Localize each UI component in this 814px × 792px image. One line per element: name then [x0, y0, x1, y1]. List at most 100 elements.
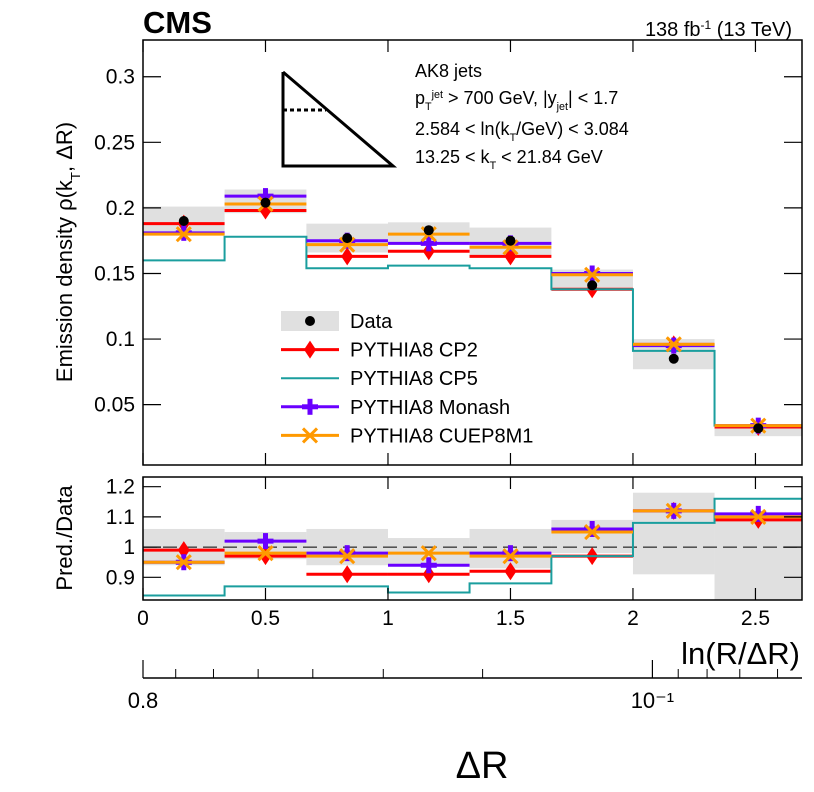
text-segment: T — [425, 101, 432, 113]
data-point — [306, 565, 388, 584]
data-point — [632, 502, 715, 519]
data-point — [469, 548, 552, 565]
marker — [753, 423, 764, 434]
legend-label: Data — [350, 311, 393, 333]
data-point — [753, 423, 764, 434]
rich-text: AK8 jets — [415, 61, 482, 81]
data-point — [587, 280, 598, 291]
y-tick-label: 0.25 — [94, 131, 135, 154]
rich-text: 138 fb-1 (13 TeV) — [645, 18, 792, 41]
marker — [420, 545, 437, 562]
text-segment: 13.25 < k — [415, 147, 491, 167]
x-tick-label: 0.5 — [251, 607, 280, 630]
text-segment: jet — [431, 89, 443, 101]
marker — [305, 316, 315, 326]
marker — [505, 235, 516, 246]
x-tick-label: 2.5 — [741, 607, 770, 630]
y-tick-label: 0.3 — [106, 66, 135, 89]
data-point — [260, 197, 271, 208]
marker — [178, 216, 189, 227]
data-point — [668, 353, 679, 364]
marker — [175, 226, 192, 243]
marker — [301, 427, 319, 444]
y-tick-label: 1.1 — [106, 506, 135, 529]
plot-area — [143, 188, 802, 437]
rich-text: Emission density ρ(kT, ΔR) — [52, 122, 83, 382]
marker — [502, 548, 519, 565]
triangle — [281, 70, 398, 168]
data-point — [469, 562, 552, 581]
marker — [342, 233, 353, 244]
marker — [341, 247, 354, 266]
x-tick-label: 1 — [382, 607, 394, 630]
x-axis-label: ln(R/ΔR) — [681, 636, 800, 671]
data-point — [224, 545, 307, 562]
text-segment: , ΔR) — [52, 122, 77, 172]
marker — [339, 236, 356, 253]
data-point — [306, 548, 388, 565]
marker — [175, 554, 192, 571]
text-segment: T — [68, 172, 83, 180]
rich-text: 2.584 < ln(kT/GeV) < 3.084 — [415, 119, 629, 144]
marker — [587, 280, 598, 291]
marker — [422, 565, 435, 584]
text-segment: < 21.84 GeV — [496, 147, 603, 167]
phase-space-icon — [281, 70, 398, 168]
secondary-tick-label: 0.8 — [128, 688, 159, 713]
data-point — [469, 239, 552, 256]
step-line — [143, 497, 802, 597]
marker — [584, 523, 601, 541]
y-tick-label: 0.15 — [94, 262, 135, 285]
data-point — [632, 336, 715, 353]
data-point — [551, 523, 633, 541]
legend-entry: PYTHIA8 Monash — [281, 397, 510, 419]
data-point — [306, 236, 388, 253]
text-segment: Pred./Data — [52, 485, 77, 591]
experiment-label: CMS — [143, 5, 212, 40]
text-segment: jet — [556, 101, 568, 113]
data-point — [178, 216, 189, 227]
data-point — [143, 541, 225, 560]
data-point — [306, 545, 388, 562]
secondary-tick-label: 10⁻¹ — [631, 688, 674, 713]
text-segment: Emission density ρ(k — [52, 179, 77, 382]
data-point — [342, 233, 353, 244]
legend-label: PYTHIA8 CP5 — [350, 368, 478, 390]
uncertainty-band — [714, 519, 802, 600]
text-segment: | < 1.7 — [568, 88, 618, 108]
text-segment: 2.584 < ln(k — [415, 119, 511, 139]
data-point — [714, 505, 802, 522]
y-tick-label: 0.2 — [106, 197, 135, 220]
data-point — [387, 545, 470, 562]
marker — [502, 239, 519, 256]
marker — [177, 541, 190, 560]
data-point — [423, 225, 434, 236]
marker — [339, 548, 356, 565]
plot-area — [143, 492, 802, 600]
text-segment: AK8 jets — [415, 61, 482, 81]
y-tick-label: 0.05 — [94, 394, 135, 417]
x-tick-label: 1.5 — [496, 607, 525, 630]
y-tick-label: 1 — [123, 536, 135, 559]
marker — [260, 197, 271, 208]
data-point — [387, 235, 470, 252]
marker — [668, 353, 679, 364]
data-point — [143, 226, 225, 243]
y-tick-label: 1.2 — [106, 476, 135, 499]
text-segment: T — [490, 160, 497, 172]
data-point — [224, 533, 307, 550]
text-segment: 138 fb — [645, 19, 701, 41]
text-segment: T — [510, 132, 517, 144]
legend-label: PYTHIA8 CUEP8M1 — [350, 425, 533, 447]
marker — [257, 545, 274, 562]
marker — [304, 340, 316, 359]
legend-entry: PYTHIA8 CP5 — [281, 368, 478, 390]
y-tick-label: 0.1 — [106, 328, 135, 351]
rich-text: pTjet > 700 GeV, |yjet| < 1.7 — [415, 88, 618, 113]
marker — [750, 508, 767, 525]
marker — [423, 225, 434, 236]
text-segment: p — [415, 88, 425, 108]
marker — [504, 562, 517, 581]
